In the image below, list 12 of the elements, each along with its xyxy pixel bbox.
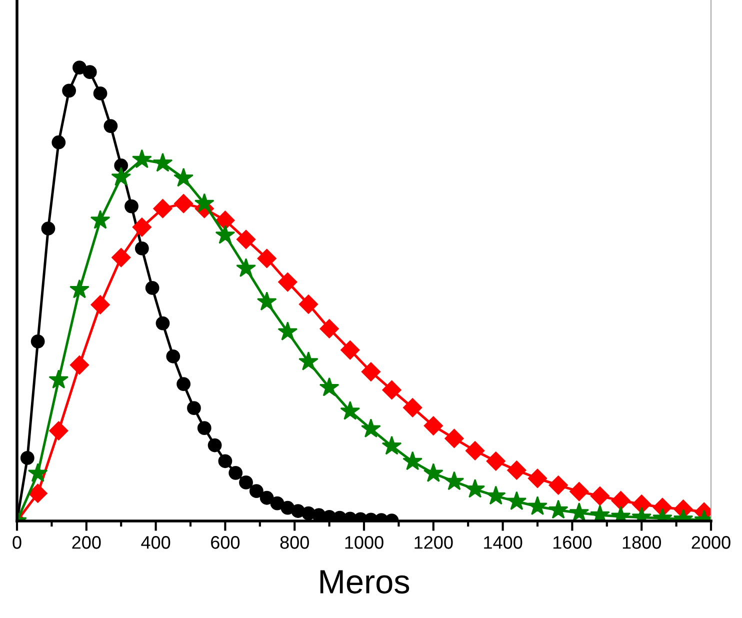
x-tick-label: 600	[211, 536, 240, 549]
x-tick-label: 1200	[414, 536, 453, 549]
x-tick-label: 0	[12, 536, 22, 549]
x-tick-label: 1800	[622, 536, 661, 549]
x-tick-label: 1600	[553, 536, 592, 549]
x-tick-label: 1000	[345, 536, 384, 549]
x-tick-label: 200	[72, 536, 101, 549]
x-tick-label: 1400	[484, 536, 522, 549]
x-tick-label: 400	[141, 536, 170, 549]
x-tick-label: 2000	[692, 536, 730, 549]
x-axis-title: Meros	[320, 570, 410, 594]
x-tick-label: 800	[280, 536, 309, 549]
